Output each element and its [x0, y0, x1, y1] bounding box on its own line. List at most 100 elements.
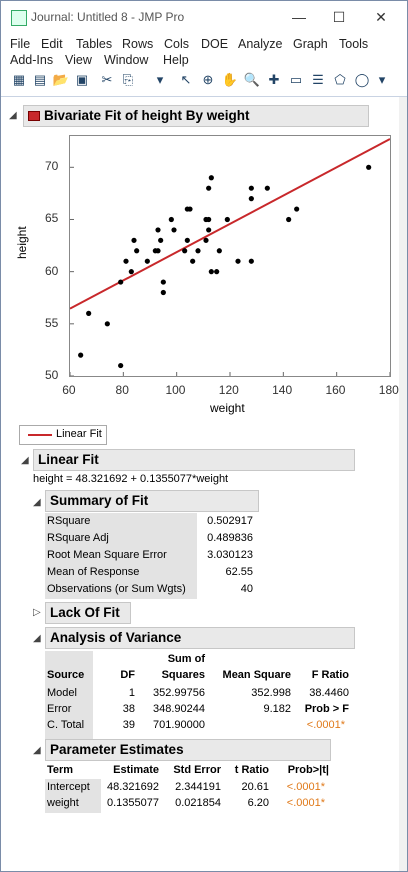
cut-icon[interactable]: ✂ — [101, 72, 113, 87]
menu-rows[interactable]: Rows — [122, 37, 154, 51]
params-intercept-prob: <.0001* — [286, 781, 325, 793]
new-script-icon[interactable]: ▤ — [33, 72, 47, 87]
toolbar-overflow-icon-2[interactable]: ▾ — [378, 72, 386, 87]
summary-header[interactable]: Summary of Fit — [45, 490, 259, 512]
data-point[interactable] — [208, 175, 214, 181]
menu-tables[interactable]: Tables — [76, 37, 113, 51]
data-point[interactable] — [208, 269, 214, 275]
params-hdr-estimate: Estimate — [113, 764, 159, 776]
linear-fit-header[interactable]: Linear Fit — [33, 449, 355, 471]
data-point[interactable] — [155, 248, 161, 254]
menu-graph[interactable]: Graph — [293, 37, 328, 51]
data-point[interactable] — [168, 216, 174, 223]
crosshair-plus-icon[interactable]: ✚ — [268, 72, 280, 87]
data-point[interactable] — [184, 237, 190, 243]
data-point[interactable] — [216, 248, 222, 254]
menu-window[interactable]: Window — [104, 53, 149, 67]
data-point[interactable] — [195, 248, 201, 254]
params-triangle-icon[interactable]: ◢ — [33, 745, 41, 756]
new-data-table-icon[interactable]: ▦ — [12, 72, 26, 87]
data-point[interactable] — [206, 227, 212, 233]
data-point[interactable] — [187, 206, 193, 212]
data-point[interactable] — [104, 321, 110, 327]
save-icon[interactable]: ▣ — [75, 72, 89, 87]
anova-model-ss: 352.99756 — [153, 687, 205, 699]
menu-add-ins[interactable]: Add-Ins — [10, 53, 54, 67]
data-point[interactable] — [182, 248, 188, 254]
open-folder-icon[interactable]: 📂 — [52, 72, 70, 87]
summary-label-rmse: Root Mean Square Error — [47, 549, 167, 561]
x-tick-label: 160 — [325, 383, 346, 397]
anova-triangle-icon[interactable]: ◢ — [33, 633, 41, 644]
data-point[interactable] — [155, 227, 161, 233]
scatter-plot-frame[interactable] — [69, 135, 391, 377]
data-point[interactable] — [294, 206, 300, 212]
summary-label-rsquare-adj: RSquare Adj — [47, 532, 109, 544]
anova-hdr-ss-top: Sum of — [167, 653, 205, 665]
minimize-button[interactable]: — — [292, 9, 306, 25]
data-point[interactable] — [160, 279, 166, 285]
red-triangle-menu-icon[interactable] — [28, 111, 40, 121]
params-header[interactable]: Parameter Estimates — [45, 739, 331, 761]
data-point[interactable] — [366, 164, 372, 170]
anova-total-df: 39 — [122, 719, 135, 731]
data-point[interactable] — [248, 185, 254, 191]
menu-edit[interactable]: Edit — [41, 37, 63, 51]
collapse-triangle-icon[interactable]: ◢ — [9, 110, 17, 121]
data-point[interactable] — [206, 185, 212, 191]
copy-icon[interactable]: ⎘ — [122, 72, 134, 87]
data-point[interactable] — [86, 310, 92, 316]
data-point[interactable] — [128, 269, 134, 275]
x-tick-label: 100 — [165, 383, 186, 397]
menu-doe[interactable]: DOE — [201, 37, 229, 51]
menu-cols[interactable]: Cols — [164, 37, 190, 51]
line-tool-icon[interactable]: ☰ — [312, 72, 324, 87]
data-point[interactable] — [206, 216, 212, 223]
data-point[interactable] — [144, 258, 150, 264]
annotate-tool-icon[interactable]: ▭ — [289, 72, 303, 87]
polygon-tool-icon[interactable]: ⬠ — [334, 72, 346, 87]
data-point[interactable] — [248, 258, 254, 264]
data-point[interactable] — [264, 185, 270, 191]
data-point[interactable] — [224, 216, 230, 223]
data-point[interactable] — [78, 352, 84, 358]
arrow-tool-icon[interactable]: ↖ — [180, 72, 192, 87]
close-button[interactable]: ✕ — [375, 9, 387, 25]
magnifier-tool-icon[interactable]: 🔍 — [243, 72, 261, 87]
data-point[interactable] — [286, 216, 292, 223]
data-point[interactable] — [214, 269, 220, 275]
anova-header[interactable]: Analysis of Variance — [45, 627, 355, 649]
anova-error-ss: 348.90244 — [153, 703, 205, 715]
maximize-button[interactable]: ☐ — [332, 9, 346, 25]
data-point[interactable] — [131, 237, 137, 243]
scatter-plot[interactable] — [70, 136, 390, 376]
data-point[interactable] — [160, 289, 166, 296]
lack-of-fit-header[interactable]: Lack Of Fit — [45, 602, 131, 624]
lack-of-fit-triangle-icon[interactable]: ▷ — [33, 607, 41, 618]
hand-tool-icon[interactable]: ✋ — [221, 72, 239, 87]
data-point[interactable] — [235, 258, 241, 264]
data-point[interactable] — [190, 258, 196, 264]
data-point[interactable] — [203, 237, 209, 243]
menu-file[interactable]: File — [10, 37, 31, 51]
menu-view[interactable]: View — [65, 53, 92, 67]
linear-fit-triangle-icon[interactable]: ◢ — [21, 455, 29, 466]
menu-help[interactable]: Help — [163, 53, 189, 67]
data-point[interactable] — [123, 258, 129, 264]
bivariate-header[interactable]: Bivariate Fit of height By weight — [23, 105, 369, 127]
data-point[interactable] — [171, 227, 177, 233]
anova-hdr-source: Source — [47, 669, 85, 681]
fit-line[interactable] — [70, 138, 390, 310]
oval-tool-icon[interactable]: ◯ — [354, 72, 370, 87]
menu-tools[interactable]: Tools — [339, 37, 369, 51]
data-point[interactable] — [118, 362, 124, 369]
data-point[interactable] — [134, 248, 140, 254]
data-point[interactable] — [248, 196, 254, 202]
menu-analyze[interactable]: Analyze — [238, 37, 283, 51]
toolbar-overflow-icon[interactable]: ▾ — [156, 72, 164, 87]
crosshair-tool-icon[interactable]: ⊕ — [202, 72, 214, 87]
data-point[interactable] — [158, 237, 164, 243]
summary-triangle-icon[interactable]: ◢ — [33, 497, 41, 508]
data-point[interactable] — [118, 279, 124, 285]
vertical-scrollbar[interactable] — [399, 97, 407, 871]
